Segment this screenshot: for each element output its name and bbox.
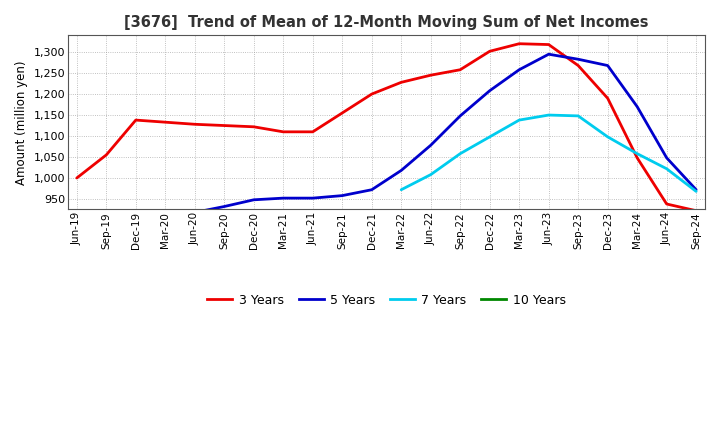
- 3 Years: [279, 129, 287, 135]
- 5 Years: [574, 57, 582, 62]
- 5 Years: [633, 104, 642, 109]
- 3 Years: [603, 95, 612, 101]
- 7 Years: [456, 151, 464, 156]
- 3 Years: [544, 42, 553, 47]
- 5 Years: [515, 67, 523, 72]
- Title: [3676]  Trend of Mean of 12-Month Moving Sum of Net Incomes: [3676] Trend of Mean of 12-Month Moving …: [125, 15, 649, 30]
- 7 Years: [633, 151, 642, 156]
- 3 Years: [662, 202, 671, 207]
- 5 Years: [603, 63, 612, 68]
- Y-axis label: Amount (million yen): Amount (million yen): [15, 60, 28, 185]
- 7 Years: [662, 166, 671, 172]
- Line: 3 Years: 3 Years: [77, 44, 696, 211]
- 5 Years: [662, 155, 671, 161]
- 3 Years: [308, 129, 317, 135]
- 3 Years: [397, 80, 405, 85]
- 7 Years: [485, 134, 494, 139]
- 3 Years: [73, 176, 81, 181]
- 5 Years: [544, 51, 553, 57]
- 5 Years: [338, 193, 346, 198]
- 3 Years: [191, 121, 199, 127]
- 3 Years: [102, 152, 111, 158]
- 3 Years: [426, 73, 435, 78]
- 3 Years: [367, 92, 376, 97]
- 7 Years: [426, 172, 435, 177]
- Line: 7 Years: 7 Years: [401, 115, 696, 191]
- 5 Years: [308, 195, 317, 201]
- 5 Years: [397, 168, 405, 173]
- Line: 5 Years: 5 Years: [166, 54, 696, 215]
- 5 Years: [426, 143, 435, 148]
- 3 Years: [692, 208, 701, 213]
- 5 Years: [485, 88, 494, 93]
- 3 Years: [132, 117, 140, 123]
- 3 Years: [456, 67, 464, 72]
- 7 Years: [603, 134, 612, 139]
- 3 Years: [220, 123, 228, 128]
- 5 Years: [367, 187, 376, 192]
- 3 Years: [633, 155, 642, 161]
- 5 Years: [279, 195, 287, 201]
- 5 Years: [191, 210, 199, 215]
- 3 Years: [574, 63, 582, 68]
- 7 Years: [515, 117, 523, 123]
- 5 Years: [456, 113, 464, 118]
- 7 Years: [692, 189, 701, 194]
- 3 Years: [338, 110, 346, 116]
- 7 Years: [397, 187, 405, 192]
- 7 Years: [544, 112, 553, 117]
- Legend: 3 Years, 5 Years, 7 Years, 10 Years: 3 Years, 5 Years, 7 Years, 10 Years: [202, 289, 571, 312]
- 5 Years: [220, 204, 228, 209]
- 3 Years: [249, 124, 258, 129]
- 7 Years: [574, 113, 582, 118]
- 5 Years: [249, 197, 258, 202]
- 3 Years: [161, 120, 170, 125]
- 5 Years: [161, 212, 170, 217]
- 5 Years: [692, 187, 701, 192]
- 3 Years: [485, 49, 494, 54]
- 3 Years: [515, 41, 523, 46]
